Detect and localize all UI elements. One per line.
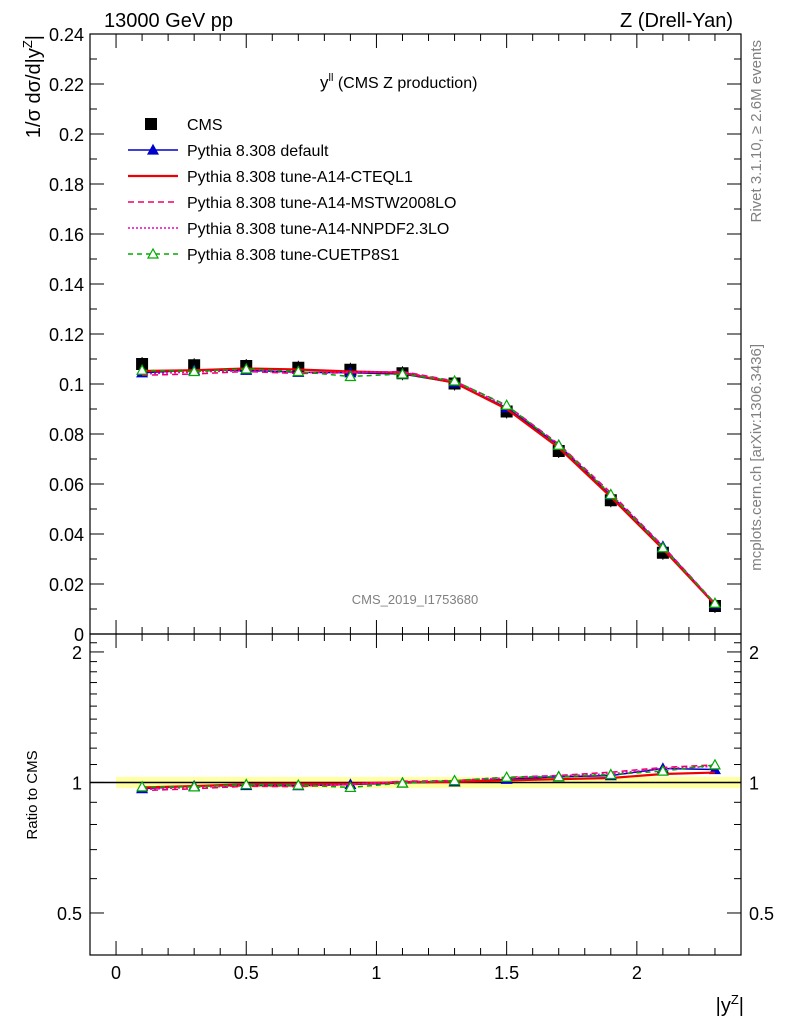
rivet-label: Rivet 3.1.10, ≥ 2.6M events (748, 40, 765, 223)
y-tick-label: 0.24 (49, 25, 84, 45)
series-point (396, 367, 409, 379)
y-axis-title-main: 1/σ dσ/d|y (23, 48, 45, 138)
ratio-series-point (656, 764, 669, 776)
ratio-series-point (188, 780, 201, 792)
series-line (142, 369, 716, 605)
series-point (604, 488, 617, 500)
legend-marker (146, 247, 160, 259)
ratio-tick-label: 0.5 (57, 904, 82, 924)
series-line (142, 370, 716, 604)
legend-label-cms: CMS (187, 117, 223, 134)
y-tick-label: 0.16 (49, 225, 84, 245)
y-axis-title: 1/σ dσ/d|yZ| (20, 35, 45, 138)
plot-title-main: y (320, 73, 329, 92)
y-tick-label: 0.06 (49, 475, 84, 495)
ratio-series-point (344, 781, 357, 793)
series-point (344, 370, 357, 382)
series-line (142, 368, 716, 604)
mcplots-label: mcplots.cern.ch [arXiv:1306.3436] (748, 344, 765, 571)
y-tick-label: 0.04 (49, 525, 84, 545)
y-tick-label: 0.18 (49, 175, 84, 195)
header-left: 13000 GeV pp (104, 10, 233, 32)
legend-label: Pythia 8.308 tune-A14-CTEQL1 (187, 169, 413, 186)
ratio-tick-label-right: 1 (749, 773, 759, 793)
ratio-series-point (552, 770, 565, 782)
y-axis-title-sup: Z (20, 40, 35, 48)
legend-label: Pythia 8.308 default (187, 143, 329, 160)
ratio-series-point (448, 774, 461, 786)
ratio-plot: 0 0.5 1 1.5 2 0.5 0.5 1 1 2 2 (57, 633, 774, 983)
legend: CMS Pythia 8.308 default Pythia 8.308 tune… (128, 117, 456, 264)
series-line (142, 367, 716, 606)
legend-label: Pythia 8.308 tune-CUETP8S1 (187, 247, 400, 264)
y-tick-label: 0 (74, 625, 84, 645)
series-point (448, 374, 461, 386)
ratio-tick-label: 1 (72, 773, 82, 793)
ratio-series-point (240, 778, 253, 790)
plot-title-rest: (CMS Z production) (333, 75, 477, 92)
legend-marker-cms (145, 118, 157, 130)
series-point (500, 399, 513, 410)
legend-label: Pythia 8.308 tune-A14-NNPDF2.3LO (187, 221, 449, 238)
series-point (292, 365, 305, 377)
ratio-series-line (142, 764, 715, 792)
plot-title-sup: ll (329, 72, 334, 84)
x-tick-label: 1.5 (494, 963, 519, 983)
ratio-axis-title: Ratio to CMS (24, 750, 41, 839)
x-tick-label: 1 (371, 963, 381, 983)
series-point (656, 541, 669, 553)
ratio-series-point (604, 768, 617, 780)
x-axis-title-main: |y (716, 995, 731, 1017)
series-point (240, 362, 253, 374)
ratio-series-point (136, 780, 149, 792)
ratio-series-line (142, 764, 716, 789)
plot-title: yll (CMS Z production) (320, 72, 477, 92)
ratio-tick-label-right: 0.5 (749, 904, 774, 924)
y-axis-title-end: | (23, 35, 45, 40)
series-point (136, 364, 149, 375)
x-tick-label: 0.5 (234, 963, 259, 983)
main-plot: 0 0.02 0.04 0.06 0.08 0.1 0.12 0.14 0.16 0.18 0.2 0… (49, 25, 742, 645)
x-tick-label: 0 (111, 963, 121, 983)
y-tick-label: 0.1 (59, 375, 84, 395)
ratio-tick-label: 2 (72, 643, 82, 663)
ratio-plot-frame (89, 633, 742, 956)
header-right: Z (Drell-Yan) (620, 10, 733, 32)
ratio-series-point (396, 776, 409, 788)
y-tick-label: 0.2 (59, 125, 84, 145)
ratio-series-point (500, 771, 513, 782)
analysis-watermark: CMS_2019_I1753680 (352, 592, 479, 607)
series-line (142, 369, 716, 605)
x-axis-title-sup: Z (731, 992, 739, 1007)
y-tick-label: 0.14 (49, 275, 84, 295)
y-tick-label: 0.02 (49, 575, 84, 595)
legend-marker (146, 143, 160, 155)
ratio-series-line (142, 771, 715, 789)
x-axis-title-end: | (739, 995, 744, 1017)
series-point (188, 365, 201, 377)
series-point (552, 439, 565, 450)
ratio-series-point (708, 758, 721, 770)
x-axis-title: |yZ| (716, 992, 744, 1017)
y-tick-label: 0.08 (49, 425, 84, 445)
ratio-series-point (292, 778, 305, 790)
ratio-series-line (142, 765, 715, 791)
series-point (708, 597, 721, 608)
y-tick-label: 0.22 (49, 75, 84, 95)
ratio-tick-label-right: 2 (749, 643, 759, 663)
legend-label: Pythia 8.308 tune-A14-MSTW2008LO (187, 195, 456, 212)
y-tick-label: 0.12 (49, 325, 84, 345)
x-tick-label: 2 (632, 963, 642, 983)
